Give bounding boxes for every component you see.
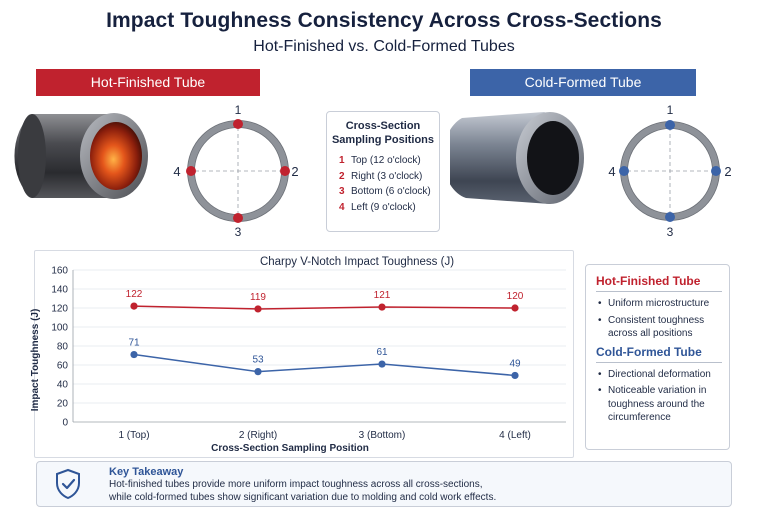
y-tick-label: 20 [57,399,69,410]
legend-item: 1 Top (12 o'clock) [339,155,421,166]
cold-cross-section: 1 2 3 4 [608,103,731,238]
legend-item: 4 Left (9 o'clock) [339,201,416,213]
data-label: 121 [374,290,391,301]
data-label: 49 [509,358,521,369]
x-tick-label: 2 (Right) [239,430,277,441]
chart-frame [34,250,574,458]
data-point [254,368,262,376]
hot-pos-2: 2 [291,164,298,179]
hot-pos-1: 1 [235,103,242,117]
takeaway-title: Key Takeaway [109,466,184,478]
cold-tube-illustration [450,112,584,204]
shield-check-icon [56,468,80,500]
page-subtitle: Hot-Finished vs. Cold-Formed Tubes [253,38,515,55]
hot-marker-1 [233,119,243,129]
cold-marker-3 [665,212,675,222]
data-point [378,303,386,311]
cold-pos-1: 1 [667,103,674,117]
takeaway-text: Hot-finished tubes provide more uniform … [109,479,719,504]
series-line [133,353,516,377]
chart-xlabel: Cross-Section Sampling Position [211,443,369,454]
chart-ylabel: Impact Toughness (J) [30,309,41,412]
hot-cross-section: 1 2 3 4 [173,103,298,238]
panel-cold-point: Noticeable variation in toughness around… [598,384,729,425]
data-label: 122 [126,289,143,300]
y-tick-label: 60 [57,361,69,372]
y-tick-label: 160 [51,266,68,277]
hot-pos-3: 3 [235,225,242,238]
hot-tube-label: Hot-Finished Tube [36,69,260,96]
page-title: Impact Toughness Consistency Across Cros… [106,9,662,32]
legend-item: 2 Right (3 o'clock) [339,170,423,182]
data-point [130,302,138,310]
takeaway-line: while cold-formed tubes show significant… [109,491,497,503]
impact-toughness-chart: Charpy V-Notch Impact Toughness (J) 0 20 4… [30,256,566,454]
takeaway-line: Hot-finished tubes provide more uniform … [109,479,483,490]
data-label: 61 [376,347,388,358]
panel-hot-heading: Hot-Finished Tube [596,274,701,288]
key-takeaway-box: Key Takeaway Hot-finished tubes provide … [36,461,732,507]
data-label: 53 [252,355,264,366]
hot-marker-4 [186,166,196,176]
data-label: 71 [128,338,140,349]
cold-marker-4 [619,166,629,176]
y-tick-label: 40 [57,380,69,391]
cold-tube-label: Cold-Formed Tube [470,69,696,96]
cold-pos-4: 4 [608,164,615,179]
data-point [378,360,386,368]
y-tick-label: 120 [51,304,68,315]
series-line [133,305,516,310]
data-point [130,350,138,359]
data-label: 120 [507,291,524,302]
panel-hot-point: Consistent toughness across all position… [598,314,729,341]
panel-hot-divider [596,291,722,292]
sampling-positions-legend: Cross-Section Sampling Positions 1 Top (1… [326,111,440,232]
data-label: 119 [250,292,266,303]
y-tick-label: 140 [51,285,68,296]
y-tick-label: 0 [62,418,68,429]
cold-marker-1 [665,120,675,130]
legend-item: 3 Bottom (6 o'clock) [339,186,431,197]
cold-marker-2 [711,166,721,176]
panel-cold-point: Directional deformation [598,368,729,382]
hot-marker-2 [280,166,290,176]
data-point [511,371,519,380]
hot-pos-4: 4 [173,164,180,179]
hot-marker-3 [233,213,243,223]
legend-title: Cross-Section Sampling Positions [331,120,435,146]
panel-cold-heading: Cold-Formed Tube [596,344,702,359]
x-tick-label: 3 (Bottom) [359,430,406,441]
chart-title: Charpy V-Notch Impact Toughness (J) [260,256,454,268]
x-tick-label: 4 (Left) [499,430,531,441]
data-point [254,305,262,313]
data-point [511,304,519,312]
y-tick-label: 80 [57,342,69,353]
comparison-panel: Hot-Finished Tube Uniform microstructure… [585,264,730,450]
cold-pos-3: 3 [667,225,674,238]
y-tick-label: 100 [51,323,68,334]
hot-tube-illustration [14,113,148,199]
panel-hot-point: Uniform microstructure [598,297,729,311]
cold-pos-2: 2 [724,164,731,179]
x-tick-label: 1 (Top) [118,430,149,441]
panel-cold-divider [596,361,722,363]
